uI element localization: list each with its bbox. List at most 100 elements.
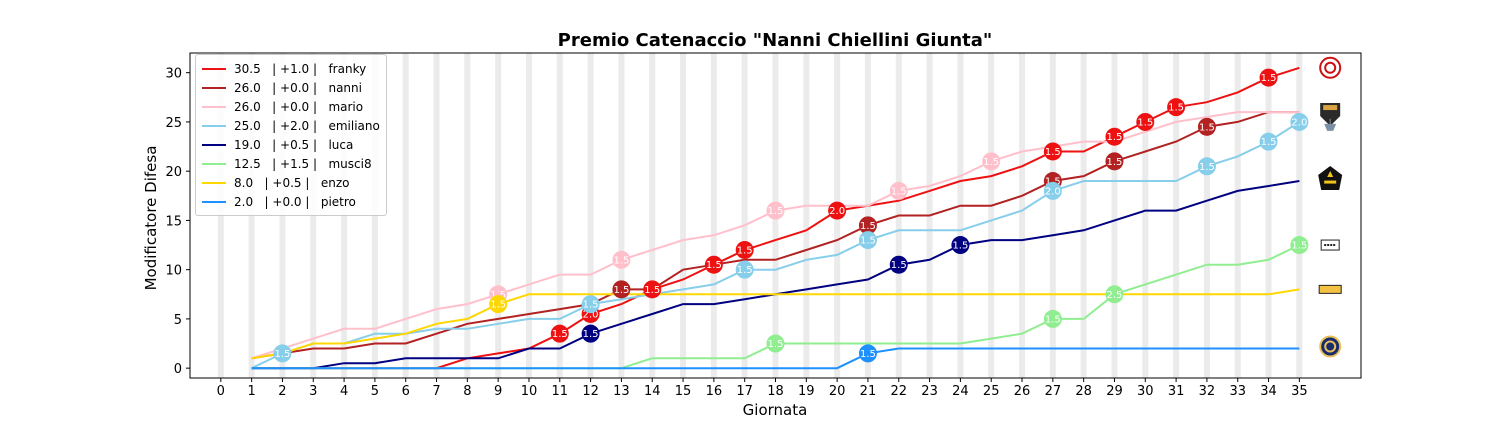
x-tick-label: 24	[952, 384, 969, 399]
chart-legend: 30.5 | +1.0 | franky 26.0 | +0.0 | nanni 2…	[195, 54, 387, 216]
marker-label: 1.5	[891, 260, 907, 271]
marker-label: 1.5	[706, 260, 722, 271]
marker-luca	[581, 324, 600, 343]
y-tick-label: 30	[165, 67, 182, 82]
logo-detail	[1324, 61, 1337, 74]
marker-label: 1.5	[1045, 147, 1061, 158]
x-tick-label: 33	[1229, 384, 1246, 399]
marker-label: 2.0	[829, 206, 845, 217]
marker-label: 1.5	[983, 157, 999, 168]
y-tick-label: 25	[165, 116, 182, 131]
marker-label: 1.5	[860, 349, 876, 360]
marker-franky	[704, 255, 723, 274]
legend-swatch	[202, 201, 226, 203]
marker-label: 1.5	[737, 245, 753, 256]
legend-item-musci8: 12.5 | +1.5 | musci8	[202, 156, 372, 172]
marker-label: 1.5	[1168, 103, 1184, 114]
marker-enzo	[489, 295, 508, 314]
x-tick-label: 13	[613, 384, 630, 399]
logo-shape	[1324, 123, 1337, 131]
roundel-icon	[1319, 335, 1342, 358]
legend-swatch	[202, 182, 226, 184]
y-tick-label: 10	[165, 264, 182, 279]
marker-label: 1.5	[860, 236, 876, 247]
x-tick-label: 18	[767, 384, 784, 399]
marker-musci8	[1105, 285, 1124, 304]
marker-label: 1.5	[1045, 314, 1061, 325]
marker-mario	[612, 250, 631, 269]
marker-emiliano	[1043, 181, 1062, 200]
marker-label: 1.5	[644, 285, 660, 296]
x-tick-label: 28	[1075, 384, 1092, 399]
label-icon	[1318, 284, 1342, 294]
marker-label: 1.5	[1261, 137, 1277, 148]
marker-label: 1.5	[274, 349, 290, 360]
marker-label: 1.5	[952, 241, 968, 252]
x-tick-label: 32	[1199, 384, 1216, 399]
series-line-enzo	[251, 288, 1300, 360]
y-tick-label: 5	[174, 313, 182, 328]
x-tick-label: 19	[798, 384, 815, 399]
x-tick-label: 0	[217, 384, 225, 399]
shield-icon	[1320, 103, 1341, 127]
marker-emiliano	[273, 344, 292, 363]
marker-mario	[889, 181, 908, 200]
logo-detail	[1323, 105, 1338, 111]
marker-label: 1.5	[1199, 122, 1215, 133]
marker-musci8	[1043, 309, 1062, 328]
marker-pietro	[858, 344, 877, 363]
x-tick-label: 30	[1137, 384, 1154, 399]
marker-emiliano	[1290, 112, 1309, 131]
marker-nanni	[1197, 117, 1216, 136]
marker-franky	[550, 324, 569, 343]
marker-label: 1.5	[1291, 241, 1307, 252]
x-tick-label: 3	[309, 384, 317, 399]
la-star-icon	[1318, 166, 1343, 191]
x-tick-label: 17	[736, 384, 753, 399]
x-tick-label: 27	[1045, 384, 1062, 399]
marker-label: 1.5	[583, 300, 599, 311]
marker-label: 1.5	[613, 255, 629, 266]
marker-label: 1.5	[1199, 162, 1215, 173]
logo-detail	[1324, 340, 1337, 353]
marker-nanni	[612, 280, 631, 299]
marker-label: 2.0	[1045, 186, 1061, 197]
marker-label: 2.0	[1291, 117, 1307, 128]
legend-label: 30.5 | +1.0 | franky	[234, 62, 367, 76]
marker-nanni	[1105, 152, 1124, 171]
logo-shape	[1319, 56, 1342, 79]
chart-title: Premio Catenaccio "Nanni Chiellini Giunt…	[558, 30, 993, 51]
marker-franky	[1136, 112, 1155, 131]
logo-shape	[1318, 284, 1342, 294]
legend-swatch	[202, 125, 226, 127]
legend-label: 12.5 | +1.5 | musci8	[234, 157, 372, 171]
marker-label: 1.5	[737, 265, 753, 276]
marker-luca	[951, 236, 970, 255]
logo-shape	[1319, 335, 1342, 358]
marker-franky	[1167, 98, 1186, 117]
y-axis-label: Modificatore Difesa	[142, 146, 160, 291]
marker-label: 1.5	[583, 329, 599, 340]
x-tick-label: 23	[921, 384, 938, 399]
legend-swatch	[202, 144, 226, 146]
x-tick-label: 21	[860, 384, 877, 399]
x-tick-label: 10	[521, 384, 538, 399]
legend-item-enzo: 8.0 | +0.5 | enzo	[202, 175, 349, 191]
legend-item-franky: 30.5 | +1.0 | franky	[202, 61, 366, 77]
series-line-emiliano	[251, 121, 1300, 370]
marker-emiliano	[858, 231, 877, 250]
marker-franky	[1043, 142, 1062, 161]
marker-nanni	[858, 216, 877, 235]
logo-detail	[1327, 171, 1334, 178]
marker-franky	[735, 240, 754, 259]
x-tick-label: 22	[890, 384, 907, 399]
marker-label: 1.5	[1107, 157, 1123, 168]
x-tick-label: 35	[1291, 384, 1308, 399]
x-tick-label: 11	[552, 384, 569, 399]
x-tick-label: 5	[371, 384, 379, 399]
x-tick-label: 2	[278, 384, 286, 399]
banner-icon	[1320, 239, 1340, 251]
x-tick-label: 6	[402, 384, 410, 399]
marker-musci8	[766, 334, 785, 353]
